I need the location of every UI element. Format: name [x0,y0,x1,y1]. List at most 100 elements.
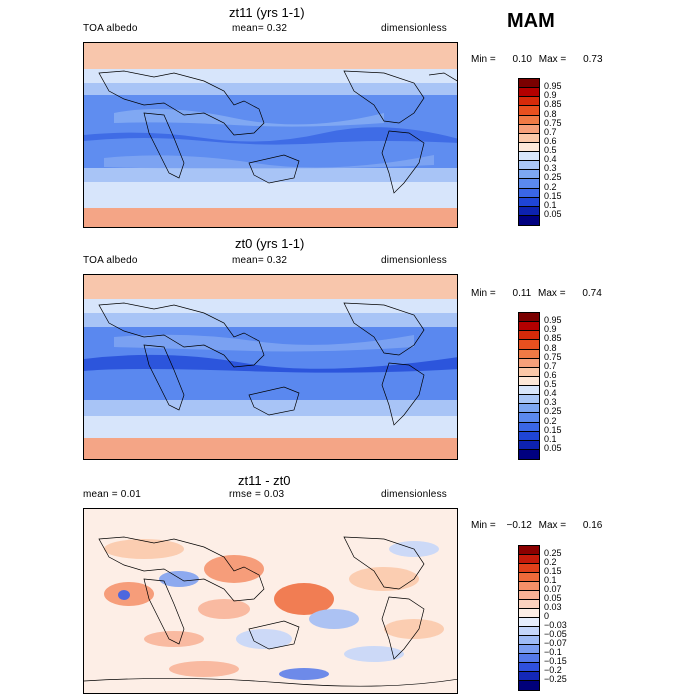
colorbar-tick-label: 0.2 [544,557,557,567]
colorbar-tick-label: 0.8 [544,108,557,119]
colorbar-tick-label: 0.1 [544,575,557,585]
colorbar-tick-label: 0.07 [544,584,562,594]
colorbar-tick-label: 0.1 [544,433,557,444]
colorbar-tick-label: 0.6 [544,135,557,146]
colorbar-tick-label: 0.1 [544,199,557,210]
panel-title: zt11 - zt0 [238,473,291,488]
min-value: −0.12 [506,520,532,531]
colorbar-swatch [519,367,539,377]
colorbar-tick-label: 0.3 [544,397,557,408]
min-label: Min = [471,520,496,531]
colorbar-swatch [519,152,539,162]
colorbar-swatch [519,170,539,180]
colorbar-swatch [519,413,539,423]
colorbar-tick-label: −0.03 [544,620,567,630]
min-max-readout: Min = −0.12 Max = 0.16 [471,520,602,531]
colorbar-swatch [519,88,539,98]
rmse-label: rmse = 0.03 [229,489,285,500]
colorbar-swatch [519,115,539,125]
colorbar-tick-label: 0.6 [544,369,557,380]
mean-label: mean= 0.32 [232,23,288,34]
colorbar-swatch [519,645,539,654]
colorbar-swatch [519,188,539,198]
colorbar-tick-label: 0.05 [544,442,562,453]
colorbar-swatch [519,395,539,405]
colorbar-swatch [519,197,539,207]
colorbar-swatch [519,618,539,627]
colorbar-tick-label: 0.3 [544,163,557,174]
colorbar-swatch [519,600,539,609]
max-value: 0.73 [583,54,603,65]
colorbar-tick-label: 0.5 [544,379,557,389]
colorbar-tick-label: 0.05 [544,593,562,603]
colorbar-tick-label: 0.9 [544,324,557,335]
mean-label: mean = 0.01 [83,489,142,500]
colorbar-tick-label: −0.1 [544,647,562,657]
colorbar-tick-label: 0.95 [544,81,562,92]
max-label: Max = [538,288,566,299]
colorbar-tick-label: 0.85 [544,99,562,110]
colorbar-tick-label: 0.03 [544,602,562,612]
max-label: Max = [538,520,567,531]
colorbar-swatch [519,79,539,89]
colorbar-swatch [519,663,539,672]
colorbar-swatch [519,133,539,143]
colorbar-tick-label: 0.4 [544,388,557,399]
colorbar-swatch [519,142,539,152]
colorbar-swatch [519,672,539,681]
min-max-readout: Min = 0.10 Max = 0.73 [471,54,603,65]
colorbar [518,312,540,460]
colorbar-swatch [519,206,539,216]
colorbar-tick-label: 0.15 [544,566,562,576]
colorbar-swatch [519,546,539,555]
colorbar-swatch [519,582,539,591]
colorbar-tick-label: 0 [544,611,550,621]
panel-title: zt11 (yrs 1-1) [229,5,305,20]
colorbar-tick-label: 0.4 [544,154,557,165]
colorbar-swatch [519,124,539,134]
units-label: dimensionless [381,255,447,266]
colorbar-swatch [519,322,539,332]
min-value: 0.10 [512,54,532,65]
colorbar-tick-label: 0.05 [544,208,562,219]
albedo-map [83,42,458,228]
variable-label: TOA albedo [83,255,138,266]
colorbar-tick-label: 0.9 [544,90,557,101]
colorbar-swatch [519,440,539,450]
colorbar-swatch [519,654,539,663]
colorbar-swatch [519,179,539,189]
colorbar-tick-label: 0.8 [544,342,557,353]
colorbar-swatch [519,609,539,618]
colorbar [518,545,540,691]
colorbar-swatch [519,404,539,414]
mean-label: mean= 0.32 [232,255,288,266]
colorbar-swatch [519,555,539,564]
colorbar-swatch [519,106,539,116]
colorbar-swatch [519,331,539,341]
variable-label: TOA albedo [83,23,138,34]
colorbar-swatch [519,161,539,171]
colorbar-tick-label: 0.2 [544,415,557,426]
colorbar-tick-label: 0.5 [544,145,557,155]
colorbar-tick-label: 0.75 [544,351,562,362]
min-label: Min = [471,54,496,65]
colorbar-tick-label: −0.05 [544,629,567,639]
units-label: dimensionless [381,489,447,500]
min-value: 0.11 [512,288,532,299]
colorbar-swatch [519,422,539,432]
colorbar-swatch [519,386,539,396]
max-value: 0.74 [582,288,602,299]
colorbar-tick-label: 0.7 [544,360,557,371]
difference-map [83,508,458,694]
colorbar-tick-label: 0.25 [544,406,562,417]
colorbar-swatch [519,627,539,636]
colorbar-swatch [519,349,539,359]
colorbar-tick-label: 0.25 [544,548,562,558]
colorbar-swatch [519,313,539,323]
min-label: Min = [471,288,496,299]
season-label: MAM [507,10,555,32]
colorbar-swatch [519,376,539,386]
colorbar-swatch [519,573,539,582]
min-max-readout: Min = 0.11 Max = 0.74 [471,288,602,299]
colorbar-tick-label: 0.15 [544,424,562,435]
